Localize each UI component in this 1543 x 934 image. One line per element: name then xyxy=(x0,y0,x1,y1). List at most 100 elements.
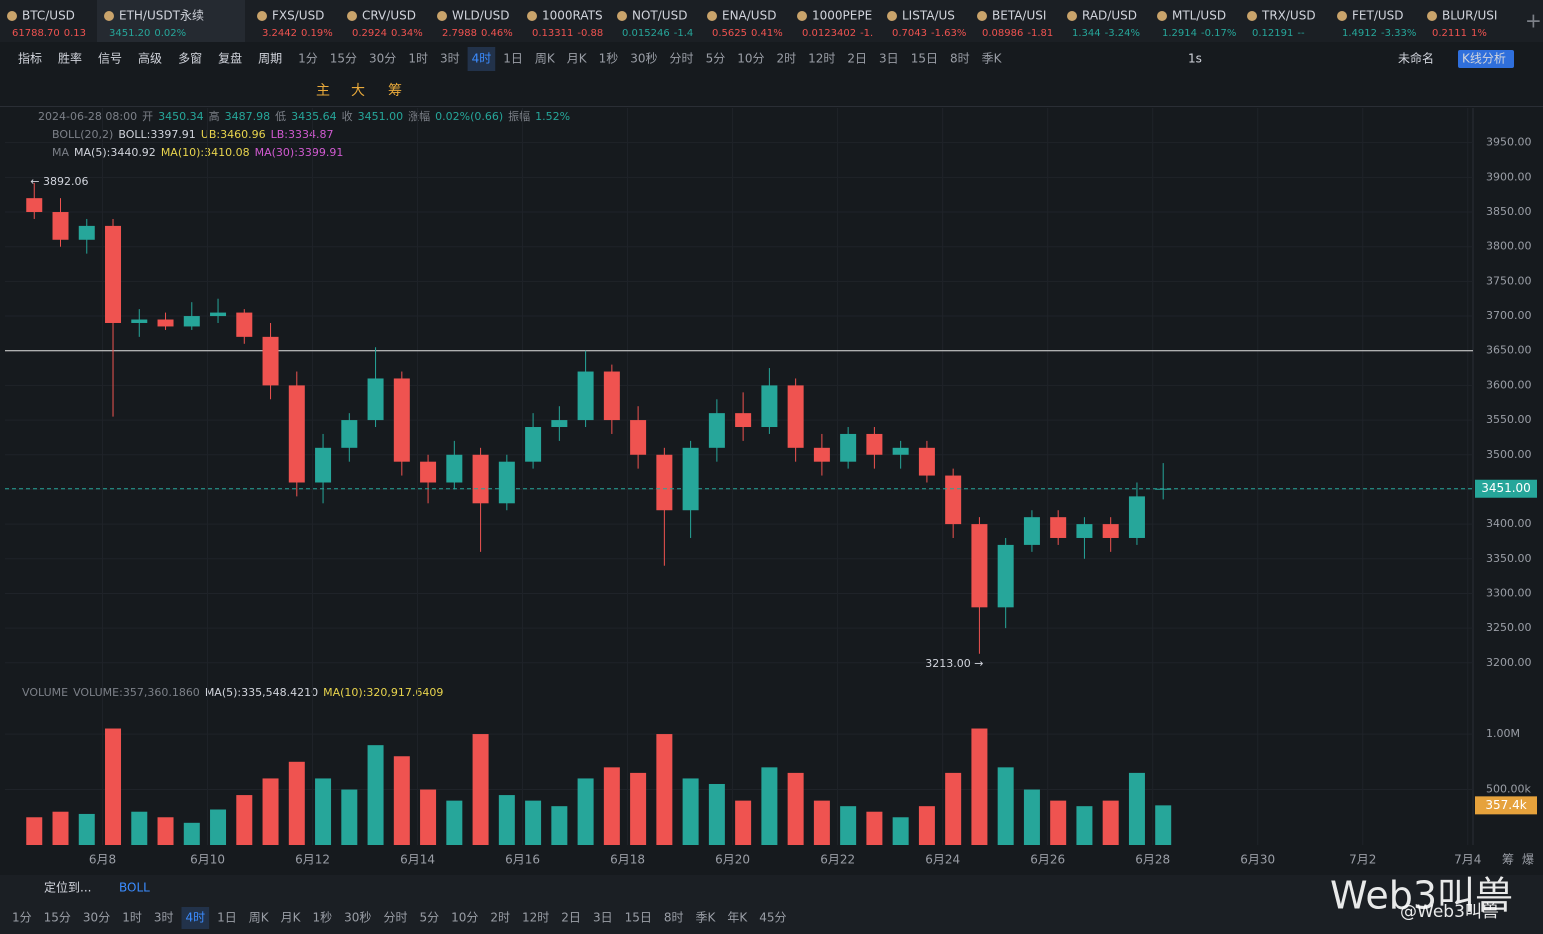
y-tick-label: 3400.00 xyxy=(1486,517,1532,530)
tab-name[interactable]: RAD/USD xyxy=(1082,9,1137,23)
coin-icon xyxy=(257,11,267,21)
toolbar-item[interactable]: 3日 xyxy=(879,52,899,66)
toolbar-item[interactable]: 多窗 xyxy=(178,52,202,66)
tab-name[interactable]: FXS/USD xyxy=(272,9,324,23)
edge-label[interactable]: 爆 xyxy=(1522,853,1534,867)
volume-bar xyxy=(525,800,542,845)
bottom-period[interactable]: 45分 xyxy=(759,911,786,925)
bottom-period[interactable]: 5分 xyxy=(419,911,439,925)
candle-body xyxy=(288,385,305,483)
tab-name[interactable]: 1000PEPE xyxy=(812,9,872,23)
bottom-period[interactable]: 8时 xyxy=(664,911,684,925)
toolbar-right[interactable]: 未命名 xyxy=(1398,51,1434,66)
toolbar-item[interactable]: 复盘 xyxy=(218,51,242,66)
volume-bar xyxy=(735,800,752,845)
info-text: 开 xyxy=(142,110,153,123)
tab-name[interactable]: BLUR/USI xyxy=(1442,9,1497,23)
tab-name[interactable]: ENA/USD xyxy=(722,9,776,23)
toolbar-item[interactable]: 周期 xyxy=(258,52,282,66)
toolbar-item[interactable]: 15分 xyxy=(330,52,357,66)
toolbar-item[interactable]: 8时 xyxy=(950,52,970,66)
tab-change: 0.19% xyxy=(301,28,333,39)
tab-name[interactable]: BTC/USD xyxy=(22,9,75,23)
bottom-period[interactable]: 4时 xyxy=(185,911,205,925)
tool-text[interactable]: 筹 xyxy=(388,82,402,99)
toolbar-item[interactable]: 3时 xyxy=(440,52,460,66)
toolbar-item[interactable]: 指标 xyxy=(18,51,42,66)
bottom-period[interactable]: 年K xyxy=(727,911,748,925)
bottom-period[interactable]: 3时 xyxy=(154,911,174,925)
toolbar-item[interactable]: 1时 xyxy=(408,52,428,66)
bottom-period[interactable]: 季K xyxy=(696,911,717,925)
toolbar-right[interactable]: K线分析 xyxy=(1462,52,1506,66)
x-tick-label: 6月28 xyxy=(1135,853,1170,867)
bottom-period[interactable]: 1分 xyxy=(12,911,32,925)
toolbar-item[interactable]: 30分 xyxy=(369,52,396,66)
tab-name[interactable]: MTL/USD xyxy=(1172,9,1226,23)
high-annotation: ← 3892.06 xyxy=(30,175,88,188)
tab-name[interactable]: CRV/USD xyxy=(362,9,416,23)
toolbar-item[interactable]: 周K xyxy=(535,52,556,66)
edge-label[interactable]: 筹 xyxy=(1502,853,1514,867)
toolbar-right[interactable]: 1s xyxy=(1188,52,1202,66)
bottom-period[interactable]: 30分 xyxy=(83,911,110,925)
toolbar-item[interactable]: 15日 xyxy=(911,52,938,66)
tab-price: 0.08986 xyxy=(982,28,1023,39)
bottom-period[interactable]: 15日 xyxy=(625,911,652,925)
tab-name[interactable]: FET/USD xyxy=(1352,9,1404,23)
toolbar-item[interactable]: 30秒 xyxy=(630,52,657,66)
tab-name[interactable]: NOT/USD xyxy=(632,9,687,23)
indicator-tab[interactable]: BOLL xyxy=(119,881,150,895)
toolbar-item[interactable]: 12时 xyxy=(808,52,835,66)
bottom-period[interactable]: 10分 xyxy=(451,911,478,925)
toolbar-item[interactable]: 分时 xyxy=(670,52,694,66)
y-tick-label: 3300.00 xyxy=(1486,586,1532,599)
bottom-period[interactable]: 12时 xyxy=(522,911,549,925)
bottom-period[interactable]: 2日 xyxy=(561,911,581,925)
toolbar-item[interactable]: 5分 xyxy=(706,52,726,66)
y-tick-label: 3850.00 xyxy=(1486,205,1532,218)
toolbar-item[interactable]: 4时 xyxy=(472,52,492,66)
tool-text[interactable]: 大 xyxy=(351,83,365,99)
bottom-period[interactable]: 3日 xyxy=(593,911,613,925)
toolbar-item[interactable]: 季K xyxy=(982,52,1003,66)
tab-name[interactable]: WLD/USD xyxy=(452,9,509,23)
tab-name[interactable]: LISTA/US xyxy=(902,9,955,23)
toolbar-item[interactable]: 胜率 xyxy=(58,51,82,66)
toolbar-item[interactable]: 高级 xyxy=(138,51,162,66)
coin-icon xyxy=(104,11,114,21)
bottom-period[interactable]: 15分 xyxy=(44,911,71,925)
add-tab[interactable]: + xyxy=(1525,9,1542,33)
locate[interactable]: 定位到... xyxy=(44,880,91,895)
low-annotation: 3213.00 → xyxy=(925,657,983,670)
bottom-period[interactable]: 30秒 xyxy=(344,911,371,925)
volume-bar xyxy=(840,806,857,845)
toolbar-item[interactable]: 1分 xyxy=(298,52,318,66)
tab-name[interactable]: TRX/USD xyxy=(1261,9,1316,23)
tab-name[interactable]: BETA/USI xyxy=(992,9,1046,23)
toolbar-item[interactable]: 10分 xyxy=(737,52,764,66)
bottom-period[interactable]: 1秒 xyxy=(313,911,333,925)
tab-price: 1.4912 xyxy=(1342,28,1377,39)
toolbar-item[interactable]: 1日 xyxy=(503,52,523,66)
tab-name[interactable]: ETH/USDT永续 xyxy=(119,9,204,23)
bottom-period[interactable]: 周K xyxy=(249,911,270,925)
tab-name[interactable]: 1000RATS xyxy=(542,9,603,23)
bottom-period[interactable]: 月K xyxy=(281,911,302,925)
bottom-period[interactable]: 分时 xyxy=(383,911,407,925)
toolbar-item[interactable]: 1秒 xyxy=(599,52,619,66)
toolbar-item[interactable]: 信号 xyxy=(98,52,122,66)
coin-icon xyxy=(707,11,717,21)
bottom-period[interactable]: 1时 xyxy=(122,911,142,925)
bottom-period[interactable]: 2时 xyxy=(490,911,510,925)
y-tick-label: 3950.00 xyxy=(1486,136,1532,149)
toolbar-item[interactable]: 2日 xyxy=(847,52,867,66)
tool-text[interactable]: 主 xyxy=(316,83,330,99)
toolbar-item[interactable]: 2时 xyxy=(776,52,796,66)
candle-body xyxy=(945,475,962,525)
bottom-period[interactable]: 1日 xyxy=(217,911,237,925)
divider xyxy=(0,106,1543,107)
toolbar-item[interactable]: 月K xyxy=(567,52,588,66)
info-text: 3435.64 xyxy=(291,110,337,123)
